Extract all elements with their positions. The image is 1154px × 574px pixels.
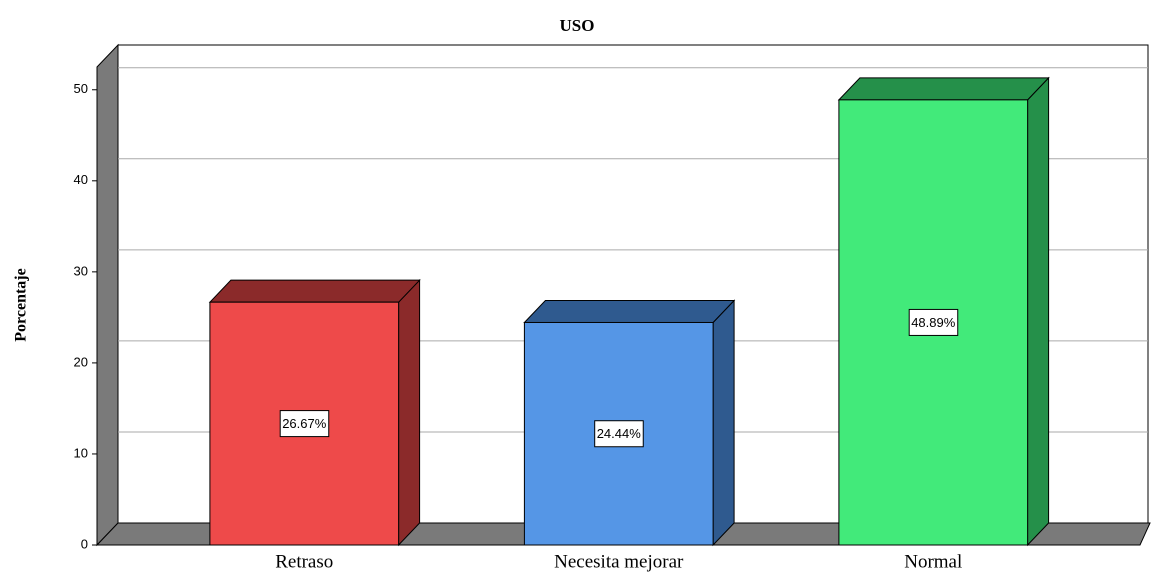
bar-top	[208, 279, 421, 303]
y-tick-label: 40	[74, 172, 88, 187]
bar-top	[837, 77, 1050, 101]
value-label: 48.89%	[911, 315, 956, 330]
x-tick-label: Normal	[904, 551, 962, 572]
bar-side	[712, 299, 735, 547]
value-label-box	[908, 308, 959, 336]
value-label: 24.44%	[597, 426, 642, 441]
bar-top	[523, 299, 736, 323]
y-tick-label: 0	[81, 536, 88, 551]
side-wall	[96, 43, 119, 547]
x-tick-label: Necesita mejorar	[554, 551, 684, 572]
y-tick-label: 50	[74, 81, 88, 96]
y-tick-label: 30	[74, 263, 88, 278]
y-tick-label: 10	[74, 445, 88, 460]
y-axis-label: Porcentaje	[13, 268, 30, 341]
y-tick-label: 20	[74, 354, 88, 369]
value-label-box	[279, 410, 330, 438]
value-label-box	[594, 420, 644, 448]
value-label: 26.67%	[282, 416, 327, 431]
bar-side	[1027, 76, 1050, 547]
x-tick-label: Retraso	[275, 551, 333, 572]
chart-title: USO	[560, 16, 595, 35]
bar-side	[398, 278, 421, 547]
